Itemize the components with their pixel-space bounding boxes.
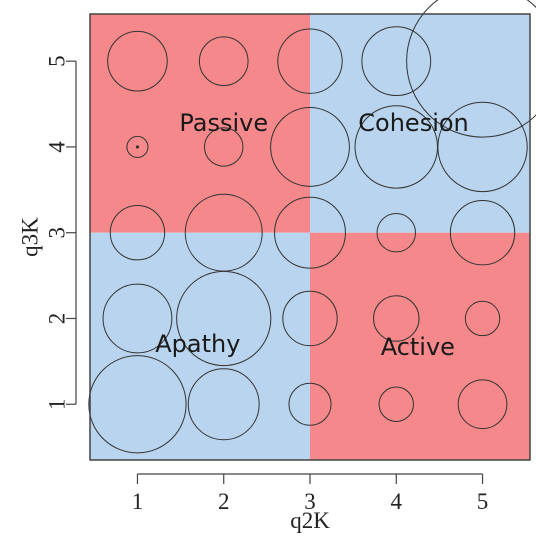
bubble-point	[449, 200, 516, 266]
bubble-point	[282, 290, 338, 347]
bubble-point	[361, 26, 432, 97]
bubble-point	[204, 127, 244, 167]
x-axis-title: q2K	[290, 508, 330, 533]
bubble-point	[288, 382, 332, 426]
y-axis-title: q3K	[18, 217, 43, 257]
bubble-point	[109, 205, 166, 261]
bubble-point	[457, 379, 508, 430]
quadrant-label-active: Active	[381, 333, 455, 361]
bubble-point	[198, 36, 249, 86]
x-tick-label: 1	[132, 489, 144, 514]
quadrant-backgrounds	[90, 14, 530, 460]
quadrant-labels: Passive Cohesion Apathy Active	[155, 109, 469, 361]
quadrant-active	[310, 232, 530, 460]
bubble-point	[406, 0, 536, 138]
quadrant-passive	[90, 14, 310, 233]
y-tick-label: 2	[45, 313, 70, 325]
quadrant-apathy	[90, 232, 310, 460]
bubble-point	[373, 295, 420, 342]
bubble-point	[437, 101, 528, 193]
quadrant-label-passive: Passive	[179, 109, 268, 137]
quadrant-cohesion	[310, 14, 530, 233]
axes: 1 2 3 4 5 1 2 3 4 5	[45, 55, 489, 514]
x-tick-label: 3	[304, 489, 316, 514]
quadrant-label-cohesion: Cohesion	[358, 109, 468, 137]
bubble-point	[102, 283, 173, 354]
bubble-point	[126, 135, 149, 158]
bubble-point	[176, 270, 272, 367]
y-tick-label: 1	[45, 399, 70, 411]
bubble-markers	[88, 0, 536, 454]
bubble-point	[88, 355, 187, 454]
x-tick-label: 4	[391, 489, 403, 514]
y-tick-label: 4	[45, 141, 70, 153]
quadrant-label-apathy: Apathy	[155, 330, 240, 358]
bubble-point	[464, 300, 501, 337]
plot-frame	[89, 13, 531, 461]
bubble-point	[274, 196, 346, 269]
bubble-point	[376, 212, 416, 253]
y-tick-label: 3	[45, 227, 70, 239]
x-tick-label: 2	[218, 489, 230, 514]
bubble-point	[378, 386, 414, 422]
bubble-point-dot	[135, 145, 140, 149]
bubble-point	[277, 28, 343, 94]
x-tick-label: 5	[477, 489, 489, 514]
bubble-point	[187, 368, 260, 441]
y-tick-label: 5	[45, 55, 70, 67]
bubble-point	[270, 107, 350, 187]
bubble-point	[107, 30, 168, 92]
